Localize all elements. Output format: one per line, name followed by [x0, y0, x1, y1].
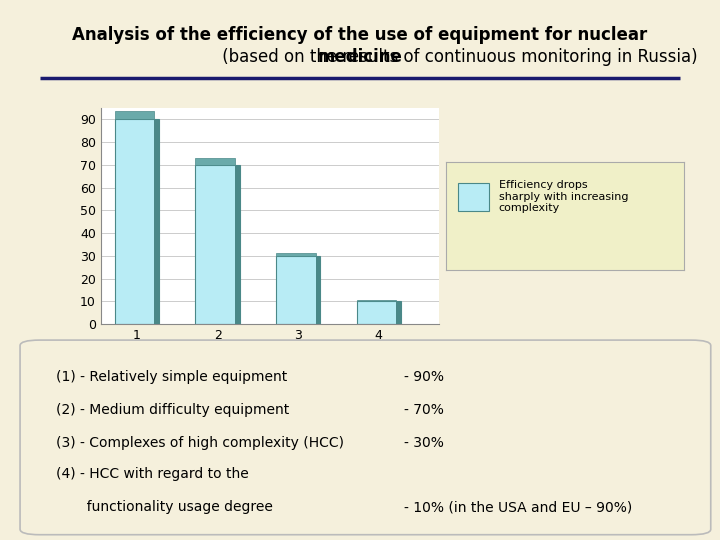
Bar [154, 119, 159, 324]
Bar [356, 300, 396, 301]
Text: Efficiency drops
sharply with increasing
complexity: Efficiency drops sharply with increasing… [499, 180, 628, 213]
Text: - 90%: - 90% [405, 370, 444, 384]
Text: - 70%: - 70% [405, 403, 444, 417]
Text: Analysis of the efficiency of the use of equipment for nuclear: Analysis of the efficiency of the use of… [73, 26, 647, 44]
Text: functionality usage degree: functionality usage degree [56, 500, 273, 514]
Text: (2) - Medium difficulty equipment: (2) - Medium difficulty equipment [56, 403, 289, 417]
Bar [458, 183, 489, 211]
Bar [315, 256, 320, 324]
Text: (3) - Complexes of high complexity (HCC): (3) - Complexes of high complexity (HCC) [56, 436, 344, 450]
Bar [356, 301, 401, 324]
Text: medicine: medicine [318, 48, 402, 66]
Text: (based on the results of continuous monitoring in Russia): (based on the results of continuous moni… [217, 48, 698, 66]
Bar [115, 119, 159, 324]
Text: - 30%: - 30% [405, 436, 444, 450]
Text: - 10% (in the USA and EU – 90%): - 10% (in the USA and EU – 90%) [405, 500, 633, 514]
Bar [115, 111, 154, 119]
Bar [396, 301, 401, 324]
Bar [195, 158, 235, 165]
Bar [276, 256, 320, 324]
Bar [235, 165, 240, 324]
Bar [195, 165, 240, 324]
FancyBboxPatch shape [20, 340, 711, 535]
Text: (4) - HCC with regard to the: (4) - HCC with regard to the [56, 467, 248, 481]
Bar [276, 253, 315, 256]
Text: (1) - Relatively simple equipment: (1) - Relatively simple equipment [56, 370, 287, 384]
